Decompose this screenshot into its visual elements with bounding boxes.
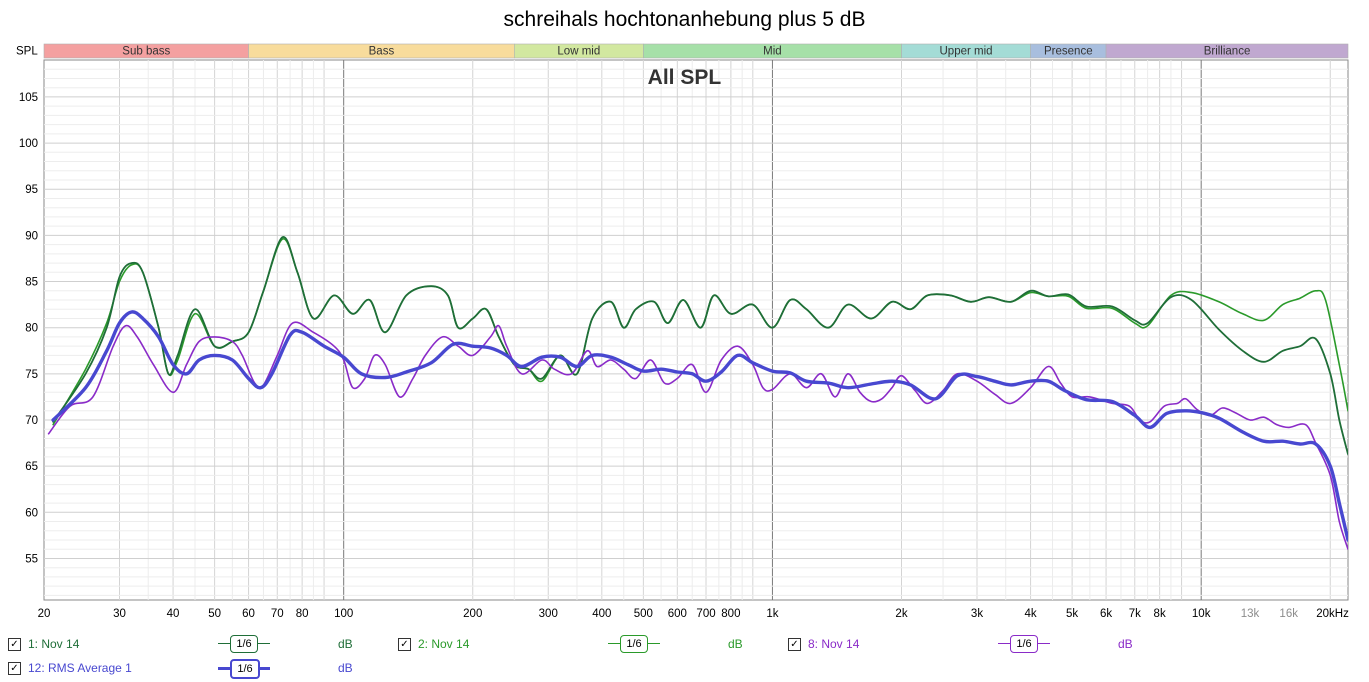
y-axis-label: SPL xyxy=(16,46,38,58)
plot-label: All SPL xyxy=(648,66,722,89)
smoothing-button[interactable]: 1/6 xyxy=(620,635,648,653)
y-tick-label: 60 xyxy=(25,507,38,519)
frequency-band-label: Sub bass xyxy=(122,46,170,58)
x-tick-label: 400 xyxy=(592,608,611,620)
smoothing-button[interactable]: 1/6 xyxy=(230,659,260,679)
x-tick-label: 200 xyxy=(463,608,482,620)
legend-unit: dB xyxy=(338,661,353,675)
x-tick-label: 4k xyxy=(1024,608,1036,620)
x-tick-label: 6k xyxy=(1100,608,1112,620)
legend-unit: dB xyxy=(728,637,743,651)
series-line-1 xyxy=(52,236,1348,456)
x-tick-label: 10k xyxy=(1192,608,1211,620)
y-tick-label: 80 xyxy=(25,323,38,335)
y-tick-label: 55 xyxy=(25,553,38,565)
x-tick-label: 60 xyxy=(242,608,255,620)
x-tick-label: 50 xyxy=(208,608,221,620)
legend-series-name: 8: Nov 14 xyxy=(808,637,860,651)
frequency-band-label: Mid xyxy=(763,46,782,58)
chart-title: schreihals hochtonanhebung plus 5 dB xyxy=(503,8,866,31)
legend-series-name: 1: Nov 14 xyxy=(28,637,80,651)
x-tick-label: 13k xyxy=(1241,608,1260,620)
x-tick-label: 2k xyxy=(895,608,907,620)
checkbox-checked-icon[interactable]: ✓ xyxy=(788,638,801,651)
legend: ✓ 1: Nov 14 1/6 dB ✓ 2: Nov 14 1/6 dB ✓ … xyxy=(0,628,1369,682)
x-tick-label: 70 xyxy=(271,608,284,620)
grid-lines xyxy=(44,60,1348,600)
legend-series-name: 12: RMS Average 1 xyxy=(28,661,132,675)
x-tick-label: 80 xyxy=(296,608,309,620)
smoothing-button[interactable]: 1/6 xyxy=(230,635,258,653)
x-tick-label: 800 xyxy=(721,608,740,620)
x-tick-label: 40 xyxy=(167,608,180,620)
smoothing-button[interactable]: 1/6 xyxy=(1010,635,1038,653)
checkbox-checked-icon[interactable]: ✓ xyxy=(398,638,411,651)
frequency-band xyxy=(1105,43,1349,59)
x-tick-label: 300 xyxy=(539,608,558,620)
x-tick-label: 16k xyxy=(1279,608,1298,620)
y-tick-label: 65 xyxy=(25,461,38,473)
frequency-band-label: Low mid xyxy=(557,46,600,58)
legend-series-name: 2: Nov 14 xyxy=(418,637,470,651)
frequency-band-label: Presence xyxy=(1044,46,1093,58)
x-tick-label: 7k xyxy=(1129,608,1141,620)
y-tick-label: 90 xyxy=(25,230,38,242)
x-tick-label: 8k xyxy=(1154,608,1166,620)
y-tick-label: 95 xyxy=(25,184,38,196)
frequency-band-label: Upper mid xyxy=(940,46,993,58)
x-tick-label: 20 xyxy=(38,608,51,620)
legend-unit: dB xyxy=(338,637,353,651)
x-tick-label: 600 xyxy=(668,608,687,620)
frequency-band-label: Bass xyxy=(369,46,395,58)
x-tick-label: 500 xyxy=(634,608,653,620)
x-tick-label: 3k xyxy=(971,608,983,620)
legend-item[interactable]: ✓ 2: Nov 14 1/6 dB xyxy=(398,635,778,656)
y-tick-label: 70 xyxy=(25,415,38,427)
series-line-12 xyxy=(51,310,1348,542)
legend-item[interactable]: ✓ 12: RMS Average 1 1/6 dB xyxy=(8,659,388,680)
legend-unit: dB xyxy=(1118,637,1133,651)
x-tick-label: 5k xyxy=(1066,608,1078,620)
y-tick-label: 75 xyxy=(25,369,38,381)
x-tick-label: 20kHz xyxy=(1316,608,1349,620)
y-tick-label: 100 xyxy=(19,138,38,150)
y-tick-label: 105 xyxy=(19,92,38,104)
y-tick-label: 85 xyxy=(25,277,38,289)
checkbox-checked-icon[interactable]: ✓ xyxy=(8,662,21,675)
spl-chart[interactable]: Sub bass Bass Low mid Mid Upper mid Presence B… xyxy=(0,0,1369,628)
frequency-band-label: Brilliance xyxy=(1204,46,1251,58)
checkbox-checked-icon[interactable]: ✓ xyxy=(8,638,21,651)
legend-item[interactable]: ✓ 8: Nov 14 1/6 dB xyxy=(788,635,1168,656)
plot-area xyxy=(43,59,1349,601)
x-tick-label: 100 xyxy=(334,608,353,620)
x-tick-label: 30 xyxy=(113,608,126,620)
x-tick-label: 700 xyxy=(696,608,715,620)
x-tick-label: 1k xyxy=(766,608,778,620)
legend-item[interactable]: ✓ 1: Nov 14 1/6 dB xyxy=(8,635,388,656)
